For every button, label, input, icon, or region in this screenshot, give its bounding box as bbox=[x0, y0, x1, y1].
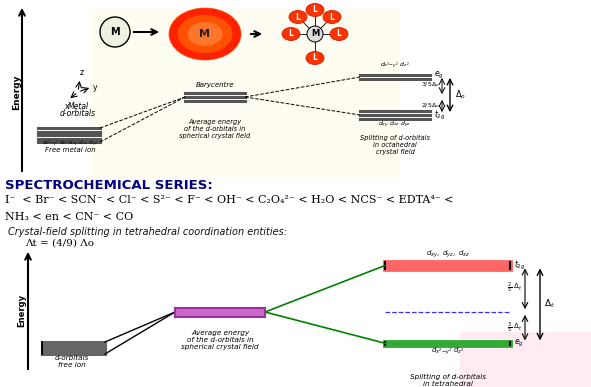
Text: Energy: Energy bbox=[12, 74, 21, 110]
FancyBboxPatch shape bbox=[460, 332, 591, 387]
Text: $d_{xy},\ d_{yz},\ d_{xz}$: $d_{xy},\ d_{yz},\ d_{xz}$ bbox=[426, 249, 470, 260]
Text: $d_{x^2\!-\!y^2}\ d_{z^2}\ d_{xy}\ d_{xz}\ d_{yz}$: $d_{x^2\!-\!y^2}\ d_{z^2}\ d_{xy}\ d_{xz… bbox=[42, 139, 98, 149]
Text: $d_{x^2\!-\!y^2}\ d_{z^2}$: $d_{x^2\!-\!y^2}\ d_{z^2}$ bbox=[431, 346, 465, 357]
Ellipse shape bbox=[282, 27, 300, 41]
Text: Average energy
of the d-orbitals in
spherical crystal field: Average energy of the d-orbitals in sphe… bbox=[180, 119, 251, 139]
Text: $t_{2g}$: $t_{2g}$ bbox=[434, 108, 446, 122]
Text: M: M bbox=[311, 29, 319, 38]
Circle shape bbox=[307, 26, 323, 42]
Text: $e_g$: $e_g$ bbox=[514, 338, 524, 349]
Circle shape bbox=[100, 17, 130, 47]
Text: $3/5\Delta_o$: $3/5\Delta_o$ bbox=[421, 80, 440, 89]
Text: Crystal-field splitting in tetrahedral coordination entities:: Crystal-field splitting in tetrahedral c… bbox=[8, 227, 287, 237]
Text: $d_{xy}\ d_{xz}\ d_{yz}$: $d_{xy}\ d_{xz}\ d_{yz}$ bbox=[378, 120, 412, 130]
Ellipse shape bbox=[306, 3, 324, 17]
Text: d-orbitals
free ion: d-orbitals free ion bbox=[55, 355, 89, 368]
Ellipse shape bbox=[289, 10, 307, 24]
Text: Energy: Energy bbox=[18, 293, 27, 327]
Text: y: y bbox=[93, 84, 98, 92]
Text: $\Delta_t$: $\Delta_t$ bbox=[544, 298, 555, 310]
Text: $\frac{2}{5}\ \Delta_t$: $\frac{2}{5}\ \Delta_t$ bbox=[507, 281, 522, 295]
Text: Λt = (4/9) Λo: Λt = (4/9) Λo bbox=[25, 239, 94, 248]
Ellipse shape bbox=[187, 22, 222, 46]
Text: $2/5\Delta_o$: $2/5\Delta_o$ bbox=[421, 102, 440, 110]
FancyBboxPatch shape bbox=[175, 308, 265, 317]
Text: Average energy
of the d-orbitals in
spherical crystal field: Average energy of the d-orbitals in sphe… bbox=[181, 330, 259, 350]
Text: L: L bbox=[296, 12, 300, 22]
Text: L: L bbox=[313, 53, 317, 62]
Text: x: x bbox=[65, 102, 70, 111]
Text: Splitting of d-orbitals
in octahedral
crystal field: Splitting of d-orbitals in octahedral cr… bbox=[360, 135, 430, 155]
Text: L: L bbox=[330, 12, 335, 22]
Text: L: L bbox=[313, 5, 317, 14]
Ellipse shape bbox=[306, 51, 324, 65]
Ellipse shape bbox=[330, 27, 348, 41]
Text: I⁻  < Br⁻ < SCN⁻ < Cl⁻ < S²⁻ < F⁻ < OH⁻ < C₂O₄²⁻ < H₂O < NCS⁻ < EDTA⁴⁻ <: I⁻ < Br⁻ < SCN⁻ < Cl⁻ < S²⁻ < F⁻ < OH⁻ <… bbox=[5, 195, 453, 205]
Text: Splitting of d-orbitals
in tetrahedral
crystal field: Splitting of d-orbitals in tetrahedral c… bbox=[410, 374, 486, 387]
Text: z: z bbox=[80, 68, 84, 77]
Text: Barycentre: Barycentre bbox=[196, 82, 234, 88]
FancyBboxPatch shape bbox=[90, 9, 400, 177]
Text: $d_{x^2\!-\!y^2}\ d_{z^2}$: $d_{x^2\!-\!y^2}\ d_{z^2}$ bbox=[380, 61, 410, 71]
Text: NH₃ < en < CN⁻ < CO: NH₃ < en < CN⁻ < CO bbox=[5, 212, 133, 222]
Ellipse shape bbox=[323, 10, 341, 24]
Text: SPECTROCHEMICAL SERIES:: SPECTROCHEMICAL SERIES: bbox=[5, 179, 213, 192]
Text: $\frac{3}{5}\ \Delta_t$: $\frac{3}{5}\ \Delta_t$ bbox=[507, 320, 522, 335]
Text: $t_{2g}$: $t_{2g}$ bbox=[514, 259, 525, 272]
Text: $\Delta_o$: $\Delta_o$ bbox=[455, 89, 466, 101]
Text: M: M bbox=[110, 27, 120, 37]
Text: L: L bbox=[288, 29, 294, 38]
Text: d-orbitals: d-orbitals bbox=[60, 109, 96, 118]
Text: $e_g$: $e_g$ bbox=[434, 69, 444, 80]
Ellipse shape bbox=[169, 8, 241, 60]
Ellipse shape bbox=[177, 15, 232, 53]
Text: L: L bbox=[336, 29, 342, 38]
Text: Metal: Metal bbox=[67, 102, 89, 111]
Text: Free metal ion: Free metal ion bbox=[45, 147, 95, 153]
Text: M: M bbox=[200, 29, 210, 39]
